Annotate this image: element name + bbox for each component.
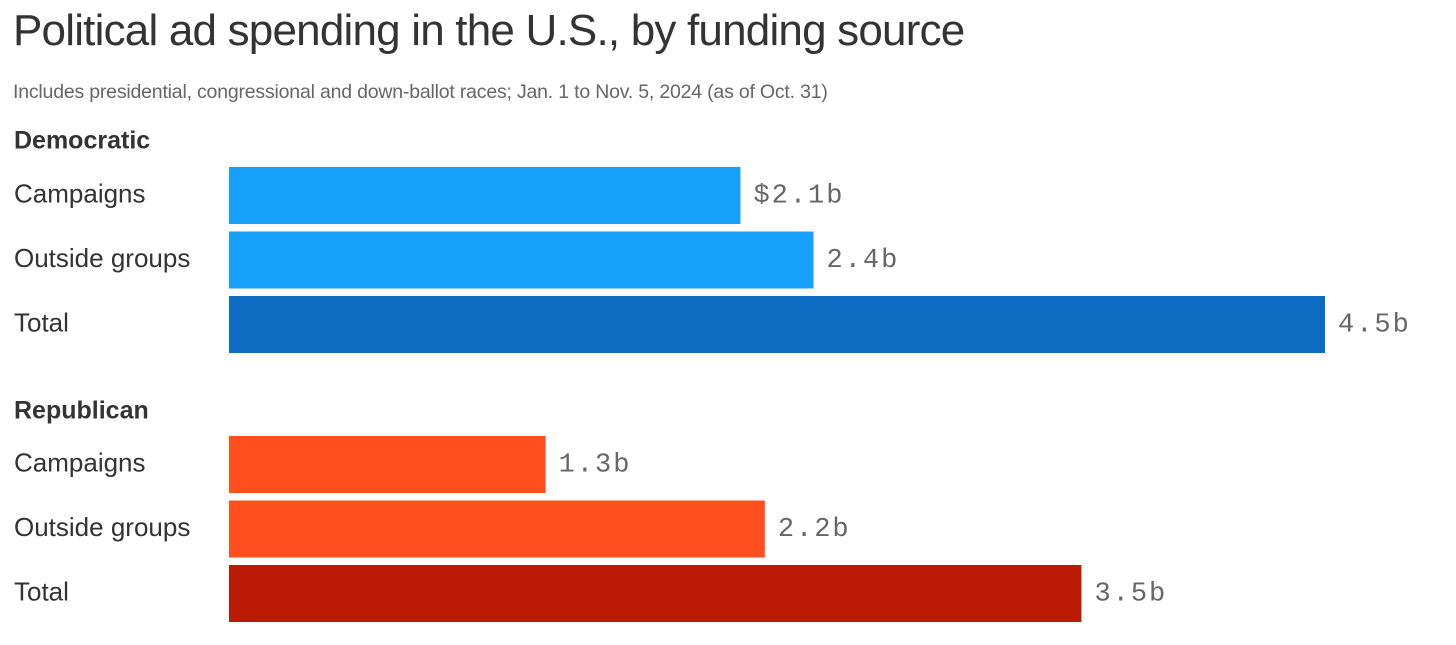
democratic-group-label: Democratic: [14, 127, 150, 155]
democratic-outside-groups-label: Outside groups: [14, 243, 190, 273]
democratic-total-label: Total: [14, 307, 69, 337]
democratic-campaigns-bar: [229, 167, 741, 224]
republican-group-label: Republican: [14, 397, 149, 425]
republican-total-bar: [229, 565, 1082, 622]
chart-subtitle: Includes presidential, congressional and…: [13, 81, 828, 103]
chart-title: Political ad spending in the U.S., by fu…: [13, 6, 965, 55]
democratic-outside-groups-bar: [229, 231, 814, 289]
republican-total-value-label: 3.5b: [1094, 580, 1167, 610]
republican-campaigns-value-label: 1.3b: [559, 451, 632, 481]
democratic-total-value-label: 4.5b: [1338, 311, 1411, 341]
republican-total-label: Total: [14, 576, 69, 606]
republican-outside-groups-value-label: 2.2b: [778, 515, 851, 545]
democratic-campaigns-label: Campaigns: [14, 178, 146, 208]
democratic-outside-groups-value-label: 2.4b: [827, 246, 900, 276]
democratic-campaigns-value-label: $2.1b: [753, 182, 844, 212]
republican-outside-groups-bar: [229, 500, 765, 558]
democratic-total-bar: [229, 296, 1325, 353]
republican-outside-groups-label: Outside groups: [14, 512, 190, 542]
republican-campaigns-label: Campaigns: [14, 447, 146, 477]
republican-campaigns-bar: [229, 436, 546, 493]
